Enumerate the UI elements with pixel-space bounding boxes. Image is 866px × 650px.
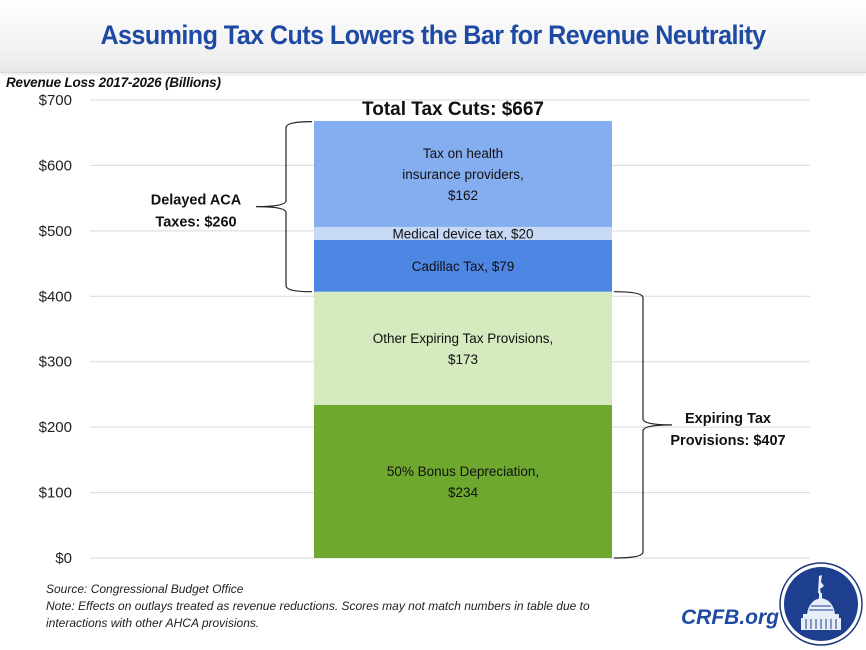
crfb-brand-link[interactable]: CRFB.org [681,606,779,629]
brace-annotations: Delayed ACA Taxes: $260 Expiring Tax Provis… [151,120,786,559]
y-tick-label: $600 [39,157,72,174]
segment-label: $234 [448,485,479,500]
segment-label: $162 [448,188,478,203]
footnote-line-2: interactions with other AHCA provisions. [46,616,260,630]
y-tick-label: $0 [55,550,72,567]
brace-annotation-label: Expiring Tax [685,411,771,427]
source-note: Source: Congressional Budget Office [46,582,244,596]
brace-bracket [255,120,313,293]
brace-annotation-label: Provisions: $407 [670,433,785,449]
y-tick-label: $500 [39,223,72,240]
segment-label: insurance providers, [402,167,524,182]
segment-label: 50% Bonus Depreciation, [387,464,539,479]
brace-bracket [613,291,673,559]
bar-segment [314,120,612,227]
y-axis-ticks: $0 $100 $200 $300 $400 $500 $600 $700 [39,92,72,567]
capitol-dome-icon [779,562,863,646]
segment-label: Tax on health [423,146,503,161]
bar-segments [314,120,612,558]
footnote-line-1: Note: Effects on outlays treated as reve… [46,599,590,613]
y-tick-label: $400 [39,288,72,305]
segment-labels: 50% Bonus Depreciation, $234 Other Expirin… [373,146,554,500]
bar-segment [314,404,612,558]
title-banner: Assuming Tax Cuts Lowers the Bar for Rev… [0,0,866,73]
segment-label: $173 [448,352,478,367]
bar-segment [314,291,612,405]
segment-label: Medical device tax, $20 [392,226,533,241]
total-label: Total Tax Cuts: $667 [362,99,544,120]
y-tick-label: $200 [39,419,72,436]
bar-segment [314,226,612,241]
bar-segment [314,240,612,292]
segment-label: Other Expiring Tax Provisions, [373,331,554,346]
page-title: Assuming Tax Cuts Lowers the Bar for Rev… [100,20,766,50]
y-tick-label: $700 [39,92,72,109]
y-tick-label: $300 [39,354,72,371]
y-tick-label: $100 [39,485,72,502]
segment-label: Cadillac Tax, $79 [412,259,515,274]
brace-annotation-label: Delayed ACA [151,193,242,209]
brace-annotation-label: Taxes: $260 [155,215,236,231]
y-axis-title: Revenue Loss 2017-2026 (Billions) [6,75,221,90]
